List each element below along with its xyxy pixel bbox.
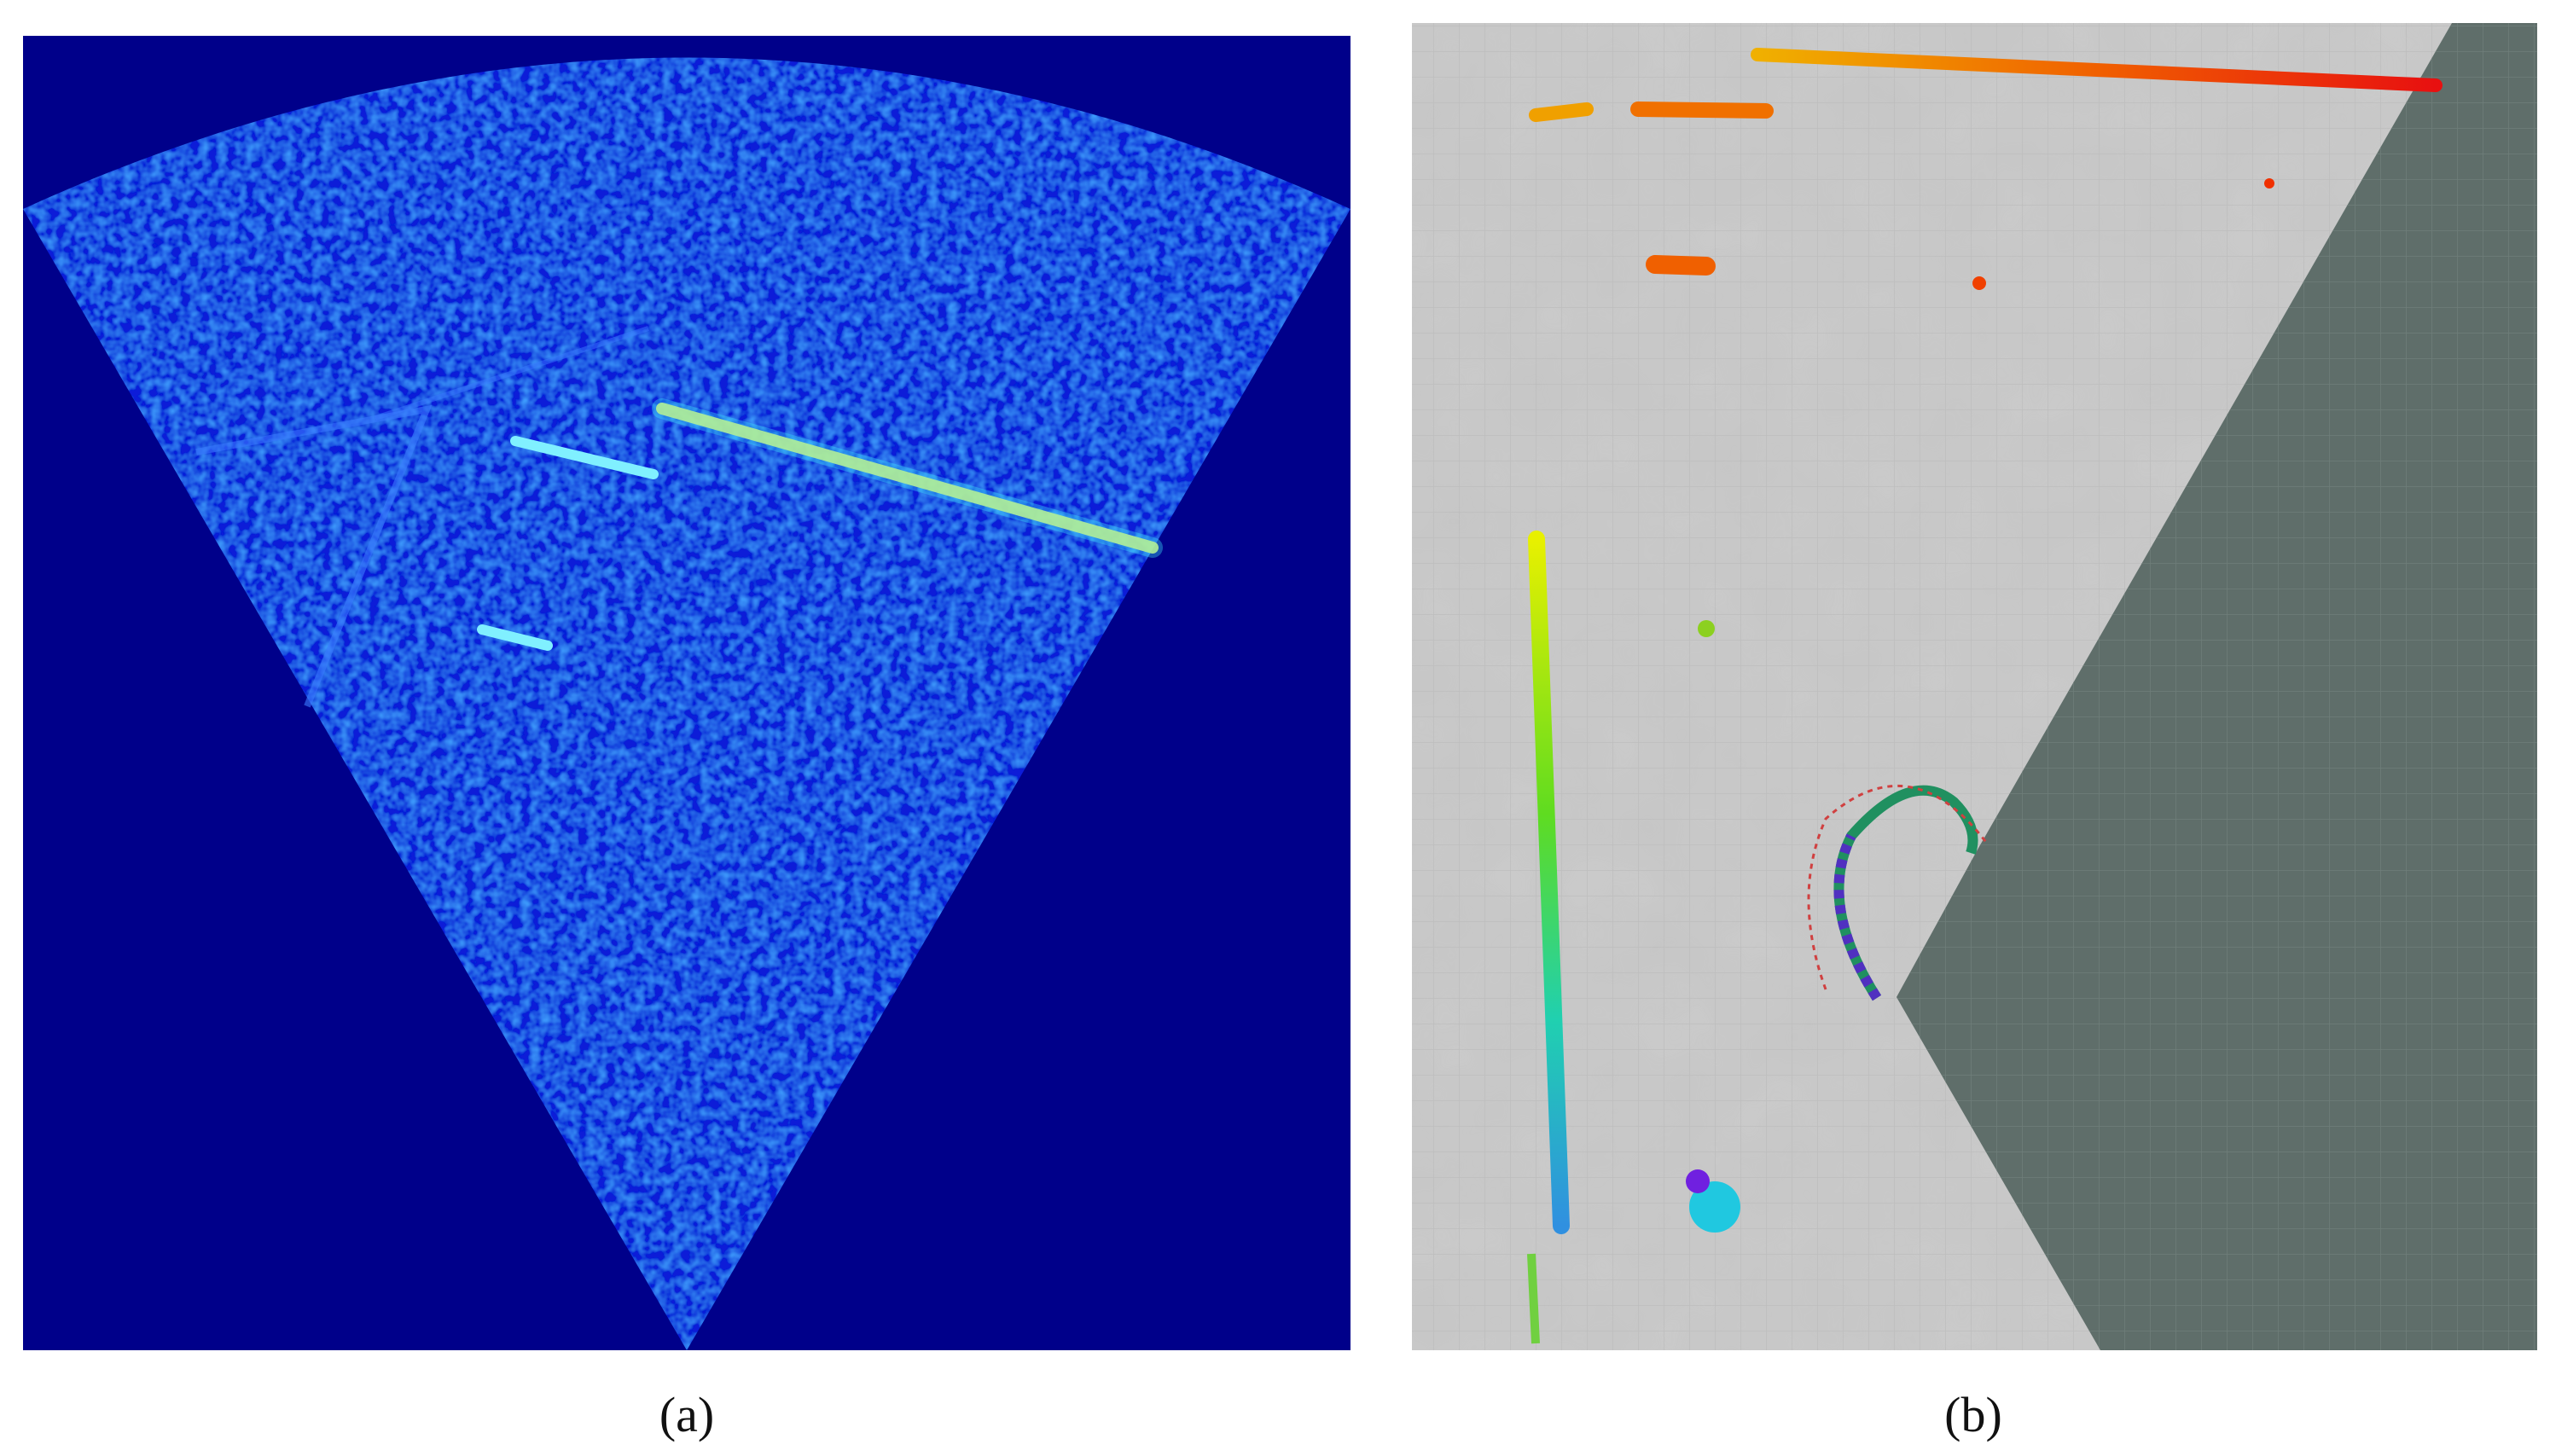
sonar-faint-echo — [195, 404, 433, 708]
point-cluster — [2264, 178, 2274, 189]
map-panel — [1412, 23, 2537, 1350]
wall-points — [1630, 102, 1774, 119]
wall-points — [1529, 102, 1594, 122]
sonar-echo — [510, 436, 659, 479]
sonar-fan — [23, 57, 1351, 1350]
point-cluster — [1698, 620, 1715, 637]
sonar-panel — [23, 36, 1351, 1350]
wall-points — [1527, 1253, 1540, 1344]
point-cluster — [1686, 1169, 1710, 1193]
sonar-echo-glow — [652, 398, 1163, 558]
wall-points — [1751, 48, 2443, 92]
vehicle-trajectory — [1833, 833, 1882, 1001]
sonar-echo — [477, 624, 553, 651]
unexplored-grid — [1897, 23, 2537, 1350]
wall-points — [1528, 531, 1570, 1234]
caption: (a) — [659, 1387, 714, 1442]
sonar-faint-echo — [375, 326, 649, 421]
point-cluster — [1689, 1181, 1740, 1233]
caption: (b) — [1944, 1387, 2002, 1442]
planned-path — [1807, 784, 1989, 990]
point-cluster — [1972, 276, 1986, 290]
wall-points — [1646, 255, 1716, 276]
sonar-echo — [656, 403, 1159, 554]
